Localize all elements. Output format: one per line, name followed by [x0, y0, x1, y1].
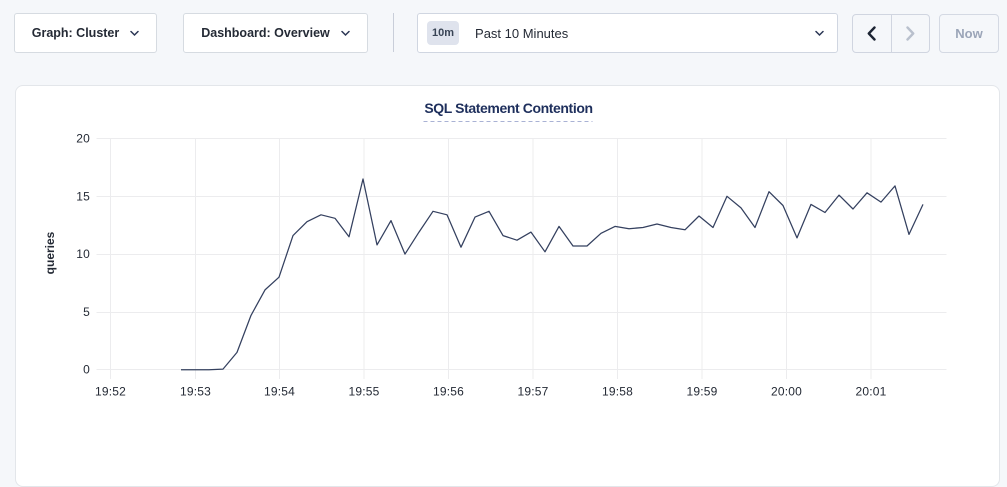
svg-text:15: 15 — [76, 189, 90, 203]
svg-text:20: 20 — [76, 132, 90, 146]
svg-text:0: 0 — [83, 363, 90, 377]
svg-text:10: 10 — [76, 247, 90, 261]
svg-text:19:55: 19:55 — [348, 385, 379, 399]
svg-text:20:01: 20:01 — [855, 385, 886, 399]
svg-text:19:58: 19:58 — [602, 385, 633, 399]
svg-text:queries: queries — [43, 231, 57, 274]
svg-text:19:53: 19:53 — [180, 385, 211, 399]
svg-text:5: 5 — [83, 305, 90, 319]
svg-text:19:59: 19:59 — [686, 385, 717, 399]
svg-text:19:54: 19:54 — [264, 385, 295, 399]
svg-text:20:00: 20:00 — [771, 385, 802, 399]
svg-text:19:57: 19:57 — [517, 385, 548, 399]
svg-text:19:52: 19:52 — [95, 385, 126, 399]
svg-text:19:56: 19:56 — [433, 385, 464, 399]
